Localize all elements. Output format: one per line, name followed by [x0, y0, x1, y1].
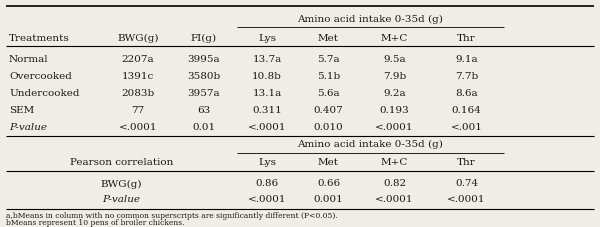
Text: Amino acid intake 0-35d (g): Amino acid intake 0-35d (g): [298, 139, 443, 148]
Text: 10.8b: 10.8b: [252, 72, 282, 81]
Text: 3580b: 3580b: [187, 72, 221, 81]
Text: 3995a: 3995a: [188, 55, 220, 64]
Text: 7.9b: 7.9b: [383, 72, 406, 81]
Text: 9.1a: 9.1a: [455, 55, 478, 64]
Text: Lys: Lys: [258, 34, 276, 43]
Text: Lys: Lys: [258, 158, 276, 167]
Text: 0.010: 0.010: [314, 123, 343, 131]
Text: M+C: M+C: [381, 34, 408, 43]
Text: 0.82: 0.82: [383, 179, 406, 188]
Text: BWG(g): BWG(g): [117, 34, 159, 43]
Text: 2083b: 2083b: [121, 89, 155, 98]
Text: Treatments: Treatments: [9, 34, 70, 43]
Text: 63: 63: [197, 106, 211, 115]
Text: 0.193: 0.193: [380, 106, 409, 115]
Text: 8.6a: 8.6a: [455, 89, 478, 98]
Text: Pearson correlation: Pearson correlation: [70, 158, 173, 167]
Text: Thr: Thr: [457, 34, 476, 43]
Text: 3957a: 3957a: [188, 89, 220, 98]
Text: 0.001: 0.001: [314, 195, 343, 203]
Text: 9.5a: 9.5a: [383, 55, 406, 64]
Text: P-value: P-value: [103, 195, 140, 203]
Text: <.0001: <.0001: [119, 123, 157, 131]
Text: Met: Met: [318, 158, 339, 167]
Text: 0.407: 0.407: [314, 106, 343, 115]
Text: <.0001: <.0001: [248, 195, 286, 203]
Text: 5.7a: 5.7a: [317, 55, 340, 64]
Text: SEM: SEM: [9, 106, 34, 115]
Text: 77: 77: [131, 106, 145, 115]
Text: FI(g): FI(g): [191, 34, 217, 43]
Text: 13.7a: 13.7a: [253, 55, 281, 64]
Text: Thr: Thr: [457, 158, 476, 167]
Text: M+C: M+C: [381, 158, 408, 167]
Text: 9.2a: 9.2a: [383, 89, 406, 98]
Text: 7.7b: 7.7b: [455, 72, 478, 81]
Text: 13.1a: 13.1a: [253, 89, 281, 98]
Text: 2207a: 2207a: [122, 55, 154, 64]
Text: Amino acid intake 0-35d (g): Amino acid intake 0-35d (g): [298, 15, 443, 24]
Text: <.0001: <.0001: [375, 195, 414, 203]
Text: 0.164: 0.164: [452, 106, 481, 115]
Text: Overcooked: Overcooked: [9, 72, 72, 81]
Text: <.0001: <.0001: [375, 123, 414, 131]
Text: Met: Met: [318, 34, 339, 43]
Text: 0.311: 0.311: [252, 106, 282, 115]
Text: Normal: Normal: [9, 55, 49, 64]
Text: P-value: P-value: [9, 123, 47, 131]
Text: <.0001: <.0001: [447, 195, 486, 203]
Text: bMeans represent 10 pens of broiler chickens.: bMeans represent 10 pens of broiler chic…: [6, 219, 185, 227]
Text: a,bMeans in column with no common superscripts are significantly different (P<0.: a,bMeans in column with no common supers…: [6, 211, 338, 219]
Text: 5.6a: 5.6a: [317, 89, 340, 98]
Text: <.001: <.001: [451, 123, 482, 131]
Text: 5.1b: 5.1b: [317, 72, 340, 81]
Text: 0.66: 0.66: [317, 179, 340, 188]
Text: 1391c: 1391c: [122, 72, 154, 81]
Text: Undercooked: Undercooked: [9, 89, 79, 98]
Text: 0.86: 0.86: [256, 179, 278, 188]
Text: BWG(g): BWG(g): [101, 179, 142, 188]
Text: 0.74: 0.74: [455, 179, 478, 188]
Text: <.0001: <.0001: [248, 123, 286, 131]
Text: 0.01: 0.01: [193, 123, 215, 131]
